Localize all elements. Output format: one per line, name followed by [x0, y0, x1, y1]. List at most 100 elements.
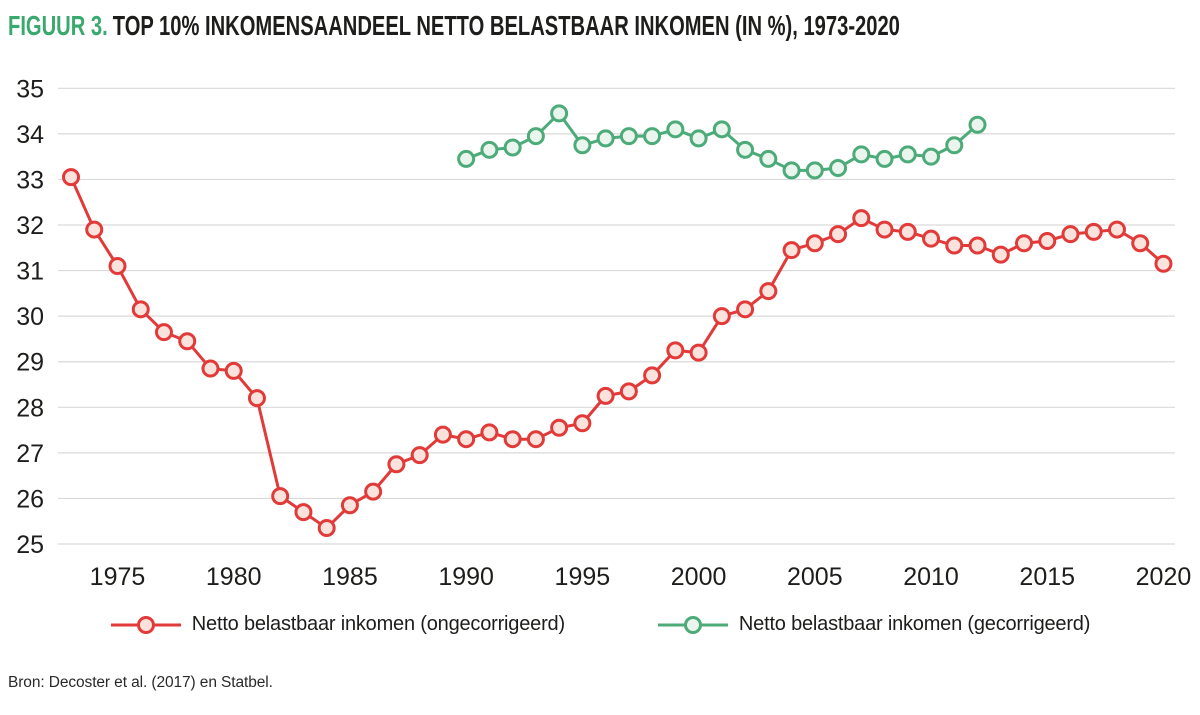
y-tick-label: 29	[16, 349, 44, 377]
y-tick-label: 28	[16, 394, 44, 422]
data-point-ongecorrigeerd-2002	[736, 300, 755, 319]
data-point-ongecorrigeerd-1997	[619, 382, 638, 401]
data-point-ongecorrigeerd-2020	[1154, 254, 1173, 273]
data-point-ongecorrigeerd-2000	[689, 343, 708, 362]
data-point-ongecorrigeerd-1974	[85, 220, 104, 239]
data-point-gecorrigeerd-2008	[875, 149, 894, 168]
data-point-gecorrigeerd-2004	[782, 161, 801, 180]
data-point-ongecorrigeerd-1994	[550, 418, 569, 437]
data-point-gecorrigeerd-2011	[945, 136, 964, 155]
data-point-ongecorrigeerd-2004	[782, 241, 801, 260]
data-point-ongecorrigeerd-1996	[596, 386, 615, 405]
data-point-ongecorrigeerd-1987	[387, 455, 406, 474]
green-line-marker-icon	[657, 615, 728, 634]
legend-item-ongecorrigeerd: Netto belastbaar inkomen (ongecorrigeerd…	[110, 613, 565, 636]
data-point-ongecorrigeerd-2007	[852, 209, 871, 228]
x-tick-label: 2020	[1136, 563, 1192, 591]
series-line-ongecorrigeerd	[69, 176, 1165, 530]
data-point-ongecorrigeerd-2009	[898, 222, 917, 241]
y-tick-label: 30	[16, 303, 44, 331]
x-tick-label: 2010	[903, 563, 959, 591]
data-point-ongecorrigeerd-2005	[805, 234, 824, 253]
x-tick-label: 1985	[322, 563, 378, 591]
data-point-ongecorrigeerd-1977	[154, 323, 173, 342]
figure-heading: TOP 10% INKOMENSAANDEEL NETTO BELASTBAAR…	[112, 10, 900, 41]
data-point-gecorrigeerd-1990	[457, 149, 476, 168]
data-point-gecorrigeerd-2000	[689, 129, 708, 148]
data-point-ongecorrigeerd-1983	[294, 503, 313, 522]
data-point-gecorrigeerd-2005	[805, 161, 824, 180]
data-point-ongecorrigeerd-1984	[317, 519, 336, 538]
legend-label-ongecorrigeerd: Netto belastbaar inkomen (ongecorrigeerd…	[191, 613, 565, 635]
data-point-ongecorrigeerd-2012	[968, 236, 987, 255]
data-point-ongecorrigeerd-1991	[480, 423, 499, 442]
data-point-ongecorrigeerd-2013	[991, 245, 1010, 264]
data-point-ongecorrigeerd-2008	[875, 220, 894, 239]
data-point-ongecorrigeerd-2001	[712, 307, 731, 326]
data-point-ongecorrigeerd-1981	[247, 389, 266, 408]
data-point-gecorrigeerd-2002	[736, 140, 755, 159]
data-point-gecorrigeerd-1993	[526, 127, 545, 146]
data-point-ongecorrigeerd-1998	[643, 366, 662, 385]
figure-label: FIGUUR 3.	[8, 10, 108, 41]
data-point-ongecorrigeerd-1992	[503, 430, 522, 449]
data-point-gecorrigeerd-1997	[619, 127, 638, 146]
data-point-ongecorrigeerd-1982	[271, 487, 290, 506]
data-point-ongecorrigeerd-2016	[1061, 225, 1080, 244]
y-tick-label: 34	[16, 121, 44, 149]
y-tick-label: 35	[16, 75, 44, 103]
y-tick-label: 26	[16, 485, 44, 513]
data-point-gecorrigeerd-1996	[596, 129, 615, 148]
data-point-gecorrigeerd-2009	[898, 145, 917, 164]
data-point-ongecorrigeerd-2014	[1015, 234, 1034, 253]
legend-item-gecorrigeerd: Netto belastbaar inkomen (gecorrigeerd)	[657, 613, 1090, 636]
x-tick-label: 1975	[90, 563, 146, 591]
data-point-ongecorrigeerd-1988	[410, 446, 429, 465]
legend-label-gecorrigeerd: Netto belastbaar inkomen (gecorrigeerd)	[738, 613, 1091, 635]
data-point-ongecorrigeerd-1993	[526, 430, 545, 449]
data-point-ongecorrigeerd-1995	[573, 414, 592, 433]
data-point-gecorrigeerd-1995	[573, 136, 592, 155]
line-chart-canvas: 25 26 27 28 29 30 31 32 33 34 35 1975 1980 1985 1990 19…	[16, 75, 1192, 591]
y-tick-label: 27	[16, 440, 44, 468]
data-point-ongecorrigeerd-1980	[224, 361, 243, 380]
data-point-gecorrigeerd-1992	[503, 138, 522, 157]
data-point-ongecorrigeerd-2006	[829, 225, 848, 244]
data-point-ongecorrigeerd-1986	[364, 482, 383, 501]
x-tick-label: 2000	[671, 563, 727, 591]
data-point-ongecorrigeerd-2018	[1107, 220, 1126, 239]
data-point-gecorrigeerd-2010	[922, 147, 941, 166]
red-line-marker-icon	[110, 615, 181, 634]
chart-legend: Netto belastbaar inkomen (ongecorrigeerd…	[0, 613, 1200, 636]
data-point-ongecorrigeerd-1985	[340, 496, 359, 515]
data-point-gecorrigeerd-1998	[643, 127, 662, 146]
data-point-gecorrigeerd-2012	[968, 115, 987, 134]
data-point-ongecorrigeerd-2003	[759, 282, 778, 301]
x-tick-label: 2005	[787, 563, 843, 591]
data-point-ongecorrigeerd-1979	[201, 359, 220, 378]
data-point-ongecorrigeerd-1975	[108, 257, 127, 276]
x-tick-label: 1995	[555, 563, 611, 591]
data-point-ongecorrigeerd-1973	[62, 168, 80, 187]
y-tick-label: 25	[16, 531, 44, 559]
data-point-gecorrigeerd-1999	[666, 120, 685, 139]
data-point-gecorrigeerd-2007	[852, 145, 871, 164]
data-point-ongecorrigeerd-2019	[1131, 234, 1150, 253]
x-tick-label: 2015	[1019, 563, 1075, 591]
data-point-gecorrigeerd-2001	[712, 120, 731, 139]
data-point-ongecorrigeerd-1976	[131, 300, 150, 319]
data-point-gecorrigeerd-2006	[829, 159, 848, 178]
data-point-gecorrigeerd-2003	[759, 149, 778, 168]
data-point-ongecorrigeerd-1989	[433, 425, 452, 444]
data-point-ongecorrigeerd-1978	[178, 332, 197, 351]
x-tick-label: 1990	[438, 563, 494, 591]
y-tick-label: 31	[16, 258, 44, 286]
data-point-ongecorrigeerd-1990	[457, 430, 476, 449]
data-point-ongecorrigeerd-2011	[945, 236, 964, 255]
data-point-gecorrigeerd-1994	[550, 104, 569, 123]
y-tick-label: 32	[16, 212, 44, 240]
data-point-ongecorrigeerd-1999	[666, 341, 685, 360]
data-point-ongecorrigeerd-2017	[1084, 222, 1103, 241]
source-note: Bron: Decoster et al. (2017) en Statbel.	[8, 674, 273, 691]
